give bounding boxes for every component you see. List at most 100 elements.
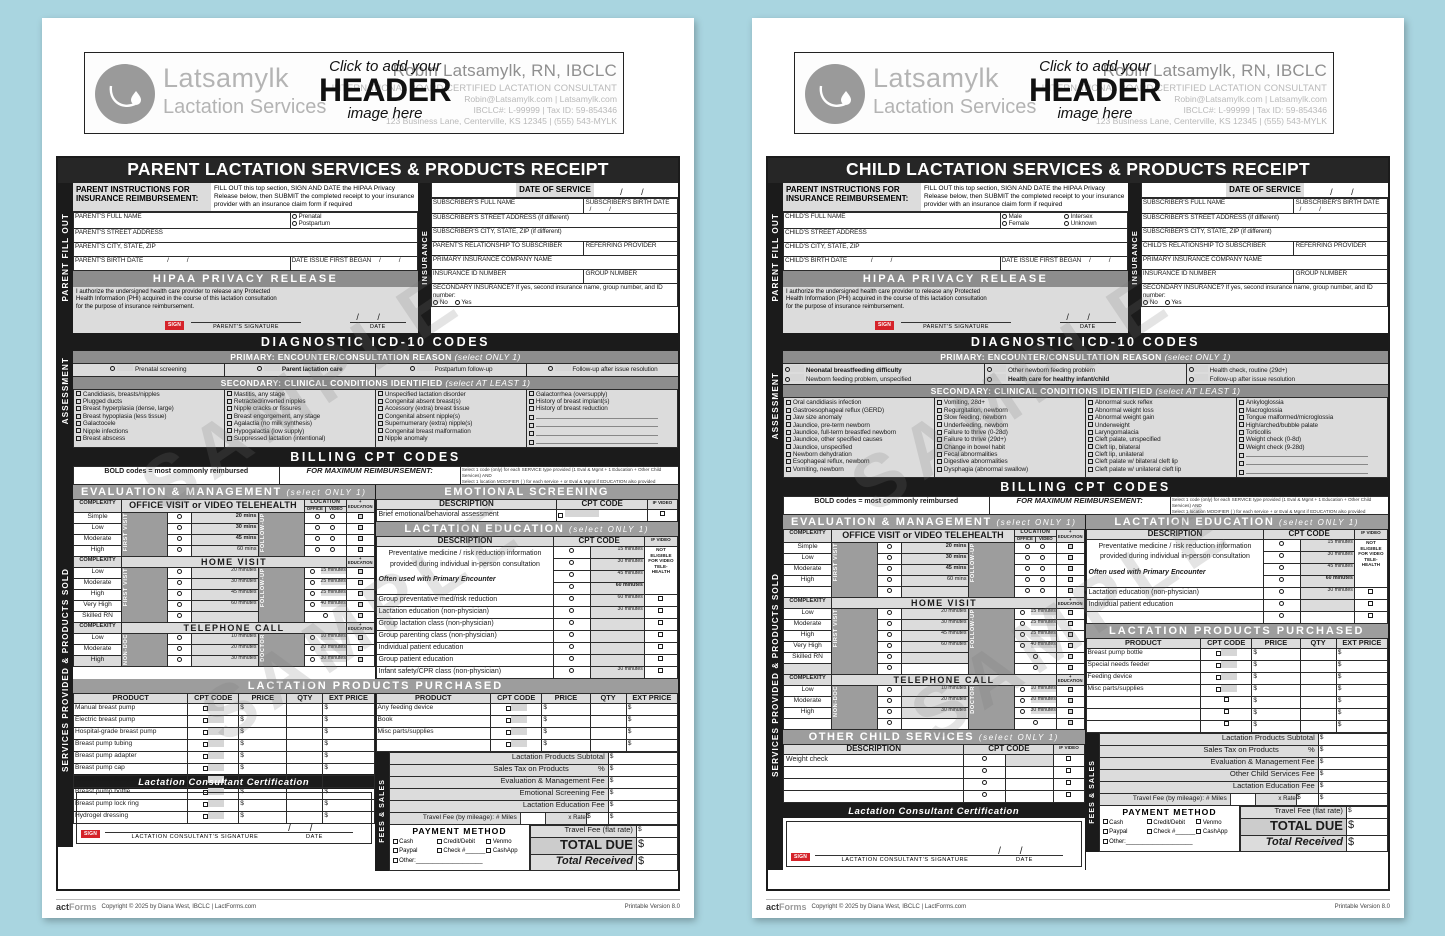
checkbox-condition[interactable] [786,400,791,406]
radio-office-location[interactable] [330,535,336,541]
checkbox-condition[interactable] [227,391,232,397]
total-received-value[interactable]: $ [635,853,679,871]
miles-input[interactable] [519,812,546,824]
checkbox-plus-education[interactable] [357,635,363,641]
qty-cell[interactable] [1299,659,1337,673]
checkbox-payment-cash[interactable] [1102,819,1108,825]
radio-phone-doctor[interactable] [1032,719,1038,725]
miles-input[interactable] [1229,793,1256,805]
radio-phone-doctor[interactable] [1020,686,1026,692]
qty-cell[interactable] [589,714,627,728]
ext-price-cell[interactable]: $ [1335,647,1389,661]
checkbox-plus-education[interactable] [1067,576,1073,582]
radio-phone-nondoc[interactable] [887,719,893,725]
field-label[interactable]: GROUP NUMBER [585,270,638,278]
checkbox-condition[interactable] [76,435,81,441]
checkbox-product[interactable] [202,802,208,808]
total-due-value[interactable]: $ [635,836,679,855]
radio-secondary-no[interactable] [1142,299,1148,305]
radio-education[interactable] [569,560,575,566]
radio-office-first[interactable] [887,554,893,560]
checkbox-payment-cashapp[interactable] [486,848,492,854]
price-cell[interactable]: $ [1251,719,1301,733]
ext-price-cell[interactable]: $ [322,702,375,716]
field-label[interactable]: SUBSCRIBER'S CITY, STATE, ZIP (if differ… [1142,228,1272,236]
field-label[interactable]: PRIMARY INSURANCE COMPANY NAME [1142,256,1262,264]
checkbox-product[interactable] [505,742,511,748]
radio-other-service[interactable] [982,791,988,797]
field-label[interactable]: REFERRING PROVIDER [585,242,657,250]
radio-phone-nondoc[interactable] [887,708,893,714]
checkbox-payment-cashapp[interactable] [1196,829,1202,835]
radio-home-follow[interactable] [1020,642,1026,648]
radio-home-first[interactable] [177,602,183,608]
date-of-service-value[interactable]: / / [1330,186,1362,197]
qty-cell[interactable] [286,726,324,740]
radio-office-location[interactable] [1040,565,1046,571]
checkbox-plus-education[interactable] [1067,653,1073,659]
checkbox-payment-check[interactable] [1146,829,1152,835]
radio-office-location[interactable] [1040,587,1046,593]
ext-price-cell[interactable]: $ [322,810,375,824]
certification-signature-box[interactable]: SIGN LACTATION CONSULTANT'S SIGNATURE / … [76,791,372,844]
radio-office-location[interactable] [1040,576,1046,582]
radio-home-follow[interactable] [1020,609,1026,615]
radio-primary-0[interactable] [110,366,116,372]
checkbox-product[interactable] [1223,709,1229,715]
ext-price-cell[interactable]: $ [322,738,375,752]
checkbox-product[interactable] [202,766,208,772]
checkbox-product[interactable] [1215,675,1221,681]
radio-education[interactable] [569,548,575,554]
total-value[interactable]: $ [607,811,679,825]
total-value[interactable]: $ [1317,756,1389,770]
total-value[interactable]: $ [1317,792,1389,806]
checkbox-condition[interactable] [529,391,534,397]
radio-office-video[interactable] [1025,576,1031,582]
radio-home-follow[interactable] [1020,631,1026,637]
product-label[interactable] [1085,707,1202,721]
total-value[interactable]: $ [1345,805,1389,819]
radio-office-first[interactable] [177,513,183,519]
radio-education[interactable] [569,668,575,674]
checkbox-condition[interactable] [786,466,791,472]
radio-education[interactable] [1279,577,1285,583]
field-label[interactable]: DATE ISSUE FIRST BEGAN [291,256,372,264]
checkbox-plus-education[interactable] [357,580,363,586]
checkbox-condition[interactable] [786,444,791,450]
qty-cell[interactable] [589,738,627,752]
checkbox-condition[interactable] [1088,400,1093,406]
qty-cell[interactable] [1299,647,1337,661]
checkbox-condition[interactable] [227,435,232,441]
total-value[interactable]: $ [1317,732,1389,746]
header-image-placeholder[interactable]: Click to add your HEADER image here [965,59,1225,121]
education-row-label[interactable] [1085,611,1265,625]
ext-price-cell[interactable]: $ [322,762,375,776]
consultant-signature-line[interactable]: LACTATION CONSULTANT'S SIGNATURE [815,855,995,863]
checkbox-plus-education[interactable] [357,524,363,530]
checkbox-if-video[interactable] [658,656,664,662]
radio-office-location[interactable] [1040,543,1046,549]
checkbox-payment-cash[interactable] [392,838,398,844]
letterhead-parent[interactable]: Latsamylk Lactation Services Robin Latsa… [84,52,624,134]
checkbox-condition[interactable] [786,407,791,413]
radio-phone-nondoc[interactable] [177,635,183,641]
qty-cell[interactable] [286,738,324,752]
radio-home-first[interactable] [887,642,893,648]
checkbox-condition[interactable] [1239,414,1244,420]
radio-office-first[interactable] [887,576,893,582]
checkbox-plus-education[interactable] [357,646,363,652]
checkbox-condition[interactable] [76,398,81,404]
field-label[interactable]: CHILD'S STREET ADDRESS [785,228,867,236]
ext-price-cell[interactable]: $ [322,774,375,788]
signature-date-label[interactable]: DATE [349,321,406,331]
radio-office-first[interactable] [887,587,893,593]
checkbox-if-video[interactable] [658,668,664,674]
radio-office-first[interactable] [887,565,893,571]
radio-female[interactable] [1001,221,1007,226]
checkbox-condition[interactable] [76,406,81,412]
checkbox-payment-other[interactable] [392,857,398,863]
radio-education[interactable] [1279,565,1285,571]
checkbox-condition[interactable] [378,413,383,419]
field-label[interactable]: SUBSCRIBER'S CITY, STATE, ZIP (if differ… [432,228,562,236]
radio-other-service[interactable] [982,779,988,785]
